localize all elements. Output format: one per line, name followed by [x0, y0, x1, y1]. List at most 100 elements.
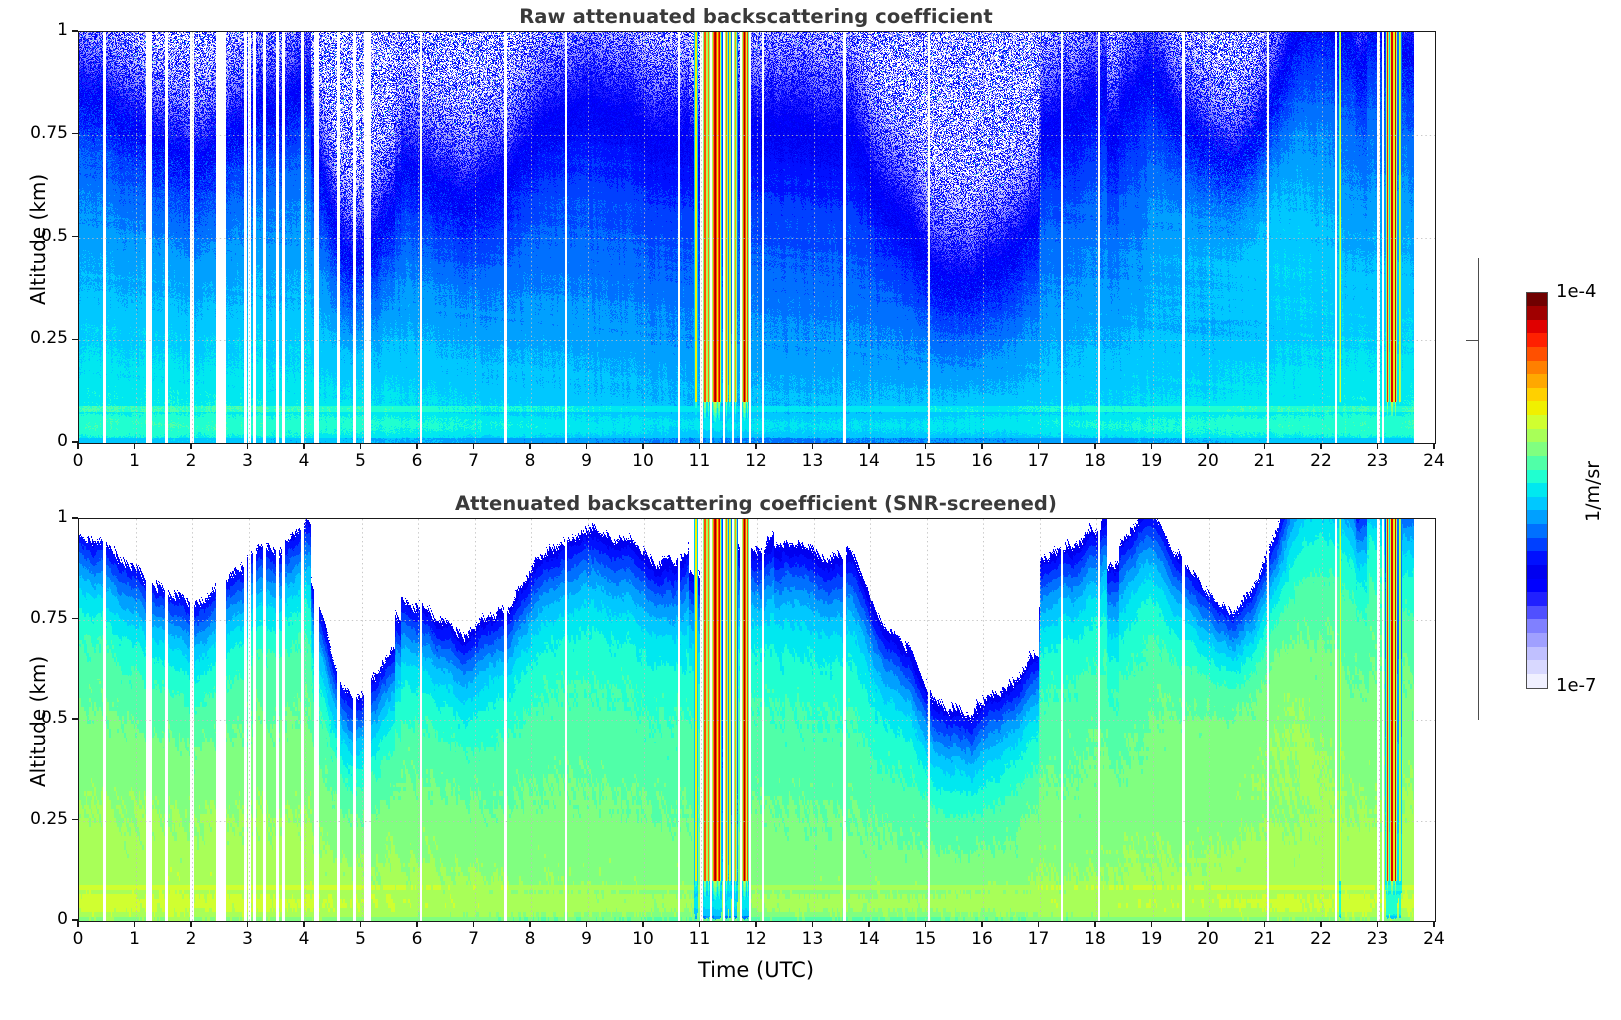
xtick-mark — [868, 921, 870, 928]
xtick-mark — [698, 921, 701, 928]
xtick-label: 9 — [581, 451, 592, 471]
ytick-mark — [71, 30, 78, 32]
ytick-mark — [71, 718, 78, 720]
ytick-label: 0.75 — [30, 122, 68, 143]
heatmap-canvas-raw — [79, 32, 1435, 443]
ytick-mark — [71, 441, 78, 443]
ytick-label: 0 — [57, 431, 68, 451]
y-axis-label-screened: Altitude (km) — [26, 655, 50, 787]
ytick-label: 0.5 — [40, 225, 68, 246]
xtick-label: 6 — [411, 451, 423, 471]
xtick-label: 20 — [1197, 929, 1219, 949]
heatmap-canvas-screened — [79, 519, 1435, 921]
xtick-label: 14 — [858, 451, 880, 471]
xtick-mark — [303, 443, 305, 450]
xtick-label: 5 — [355, 451, 366, 471]
xtick-mark — [190, 443, 192, 450]
xtick-label: 23 — [1366, 929, 1389, 949]
xtick-mark — [472, 921, 475, 928]
xtick-label: 4 — [298, 929, 310, 949]
ytick-mark — [71, 133, 78, 135]
xtick-label: 20 — [1197, 451, 1219, 471]
xtick-label: 19 — [1140, 929, 1163, 949]
xtick-label: 9 — [581, 929, 592, 949]
xtick-mark — [585, 443, 588, 450]
xtick-label: 11 — [688, 451, 711, 471]
panel-title-raw: Raw attenuated backscattering coefficien… — [519, 5, 993, 28]
xtick-mark — [246, 921, 249, 928]
xtick-label: 10 — [632, 451, 654, 471]
colorbar-max-label: 1e-4 — [1556, 281, 1597, 302]
ytick-mark — [71, 338, 78, 340]
xtick-label: 2 — [185, 451, 197, 471]
xtick-label: 11 — [688, 929, 711, 949]
xtick-mark — [1263, 443, 1266, 450]
ytick-label: 0.25 — [30, 328, 68, 349]
xtick-label: 4 — [298, 451, 310, 471]
xtick-mark — [1320, 921, 1322, 928]
colorbar-spine-tick — [1466, 340, 1478, 342]
ytick-label: 1 — [57, 507, 68, 527]
xtick-mark — [1150, 921, 1153, 928]
xtick-mark — [755, 443, 757, 450]
xtick-mark — [472, 443, 475, 450]
xtick-label: 1 — [129, 451, 140, 471]
ytick-label: 0 — [57, 909, 68, 929]
xtick-mark — [755, 921, 757, 928]
xtick-label: 19 — [1140, 451, 1163, 471]
xtick-label: 17 — [1027, 451, 1050, 471]
xtick-label: 0 — [72, 929, 84, 949]
xtick-mark — [1433, 921, 1435, 928]
xtick-label: 12 — [745, 451, 767, 471]
xtick-mark — [1094, 443, 1096, 450]
xtick-mark — [642, 921, 644, 928]
xtick-mark — [924, 443, 927, 450]
xtick-label: 22 — [1310, 929, 1332, 949]
xtick-mark — [924, 921, 927, 928]
xtick-mark — [77, 921, 79, 928]
colorbar — [1526, 292, 1548, 689]
xtick-mark — [642, 443, 644, 450]
xtick-mark — [1037, 921, 1040, 928]
xtick-mark — [1376, 443, 1379, 450]
colorbar-axis-label: 1/m/sr — [1582, 460, 1604, 522]
xtick-mark — [133, 443, 136, 450]
xtick-label: 10 — [632, 929, 654, 949]
xtick-label: 0 — [72, 451, 84, 471]
xtick-label: 7 — [468, 451, 479, 471]
plot-area-raw — [78, 31, 1436, 444]
xtick-label: 12 — [745, 929, 767, 949]
xtick-label: 14 — [858, 929, 880, 949]
xtick-mark — [1320, 443, 1322, 450]
xtick-mark — [811, 921, 814, 928]
xtick-label: 24 — [1423, 929, 1445, 949]
xtick-label: 1 — [129, 929, 140, 949]
y-axis-label-raw: Altitude (km) — [26, 173, 50, 305]
ytick-mark — [71, 617, 78, 620]
xtick-mark — [303, 921, 305, 928]
xtick-label: 21 — [1253, 929, 1276, 949]
xtick-mark — [246, 443, 249, 450]
xtick-label: 5 — [355, 929, 366, 949]
xtick-mark — [529, 921, 531, 928]
xtick-mark — [868, 443, 870, 450]
ytick-label: 1 — [57, 20, 68, 40]
xtick-mark — [77, 443, 79, 450]
xtick-mark — [359, 921, 362, 928]
xtick-mark — [698, 443, 701, 450]
xtick-mark — [1037, 443, 1040, 450]
xtick-label: 17 — [1027, 929, 1050, 949]
panel-title-screened: Attenuated backscattering coefficient (S… — [454, 492, 1058, 515]
xtick-label: 18 — [1084, 929, 1106, 949]
xtick-mark — [359, 443, 362, 450]
xtick-label: 15 — [914, 929, 937, 949]
xtick-label: 7 — [468, 929, 479, 949]
xtick-mark — [811, 443, 814, 450]
ytick-mark — [71, 517, 78, 519]
xtick-label: 23 — [1366, 451, 1389, 471]
xtick-label: 2 — [185, 929, 197, 949]
xtick-mark — [1433, 443, 1435, 450]
xtick-mark — [133, 921, 136, 928]
xtick-label: 21 — [1253, 451, 1276, 471]
